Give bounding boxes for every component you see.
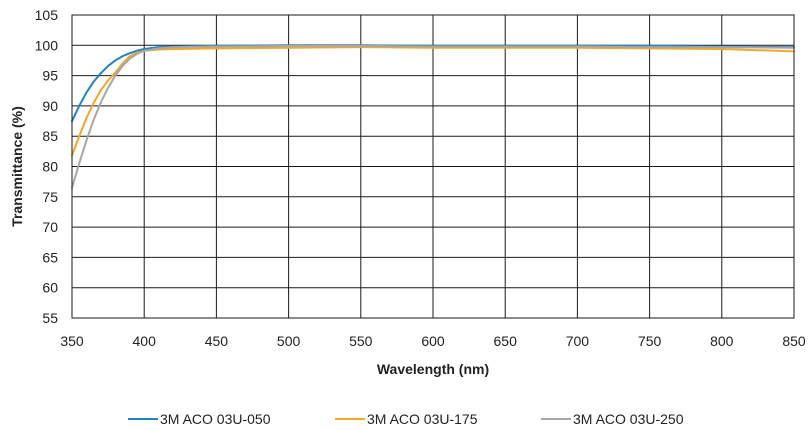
- x-tick-label: 450: [205, 333, 229, 349]
- legend-label: 3M ACO 03U-175: [367, 411, 478, 427]
- y-tick-label: 90: [42, 98, 58, 114]
- y-tick-label: 60: [42, 280, 58, 296]
- y-tick-label: 100: [35, 37, 59, 53]
- y-tick-label: 55: [42, 310, 58, 326]
- legend-item: 3M ACO 03U-050: [128, 411, 271, 427]
- x-axis-title: Wavelength (nm): [377, 361, 489, 377]
- x-tick-label: 600: [421, 333, 445, 349]
- legend-item: 3M ACO 03U-175: [335, 411, 478, 427]
- x-tick-label: 550: [349, 333, 373, 349]
- legend: 3M ACO 03U-050 3M ACO 03U-175 3M ACO 03U-2…: [128, 411, 684, 427]
- y-tick-label: 80: [42, 159, 58, 175]
- x-tick-label: 850: [782, 333, 806, 349]
- y-tick-label: 75: [42, 189, 58, 205]
- y-tick-label: 85: [42, 128, 58, 144]
- x-tick-label: 750: [638, 333, 662, 349]
- x-tick-label: 650: [494, 333, 518, 349]
- x-tick-label: 350: [60, 333, 84, 349]
- tick-labels: 350 400 450 500 550 600 650 700 750 800 850 55 60 65 7…: [35, 7, 806, 349]
- series-line: [71, 44, 795, 189]
- legend-item: 3M ACO 03U-250: [541, 411, 684, 427]
- plot-frame: [71, 14, 795, 319]
- grid: [71, 14, 795, 319]
- y-tick-label: 65: [42, 249, 58, 265]
- series-lines: [71, 44, 795, 189]
- x-tick-label: 800: [710, 333, 734, 349]
- legend-label: 3M ACO 03U-250: [573, 411, 684, 427]
- y-tick-label: 70: [42, 219, 58, 235]
- y-axis-title: Transmittance (%): [9, 106, 25, 227]
- y-tick-label: 95: [42, 68, 58, 84]
- x-tick-label: 700: [566, 333, 590, 349]
- plot-border: [71, 14, 795, 319]
- x-tick-label: 400: [133, 333, 157, 349]
- x-tick-label: 500: [277, 333, 301, 349]
- y-tick-label: 105: [35, 7, 59, 23]
- legend-label: 3M ACO 03U-050: [160, 411, 271, 427]
